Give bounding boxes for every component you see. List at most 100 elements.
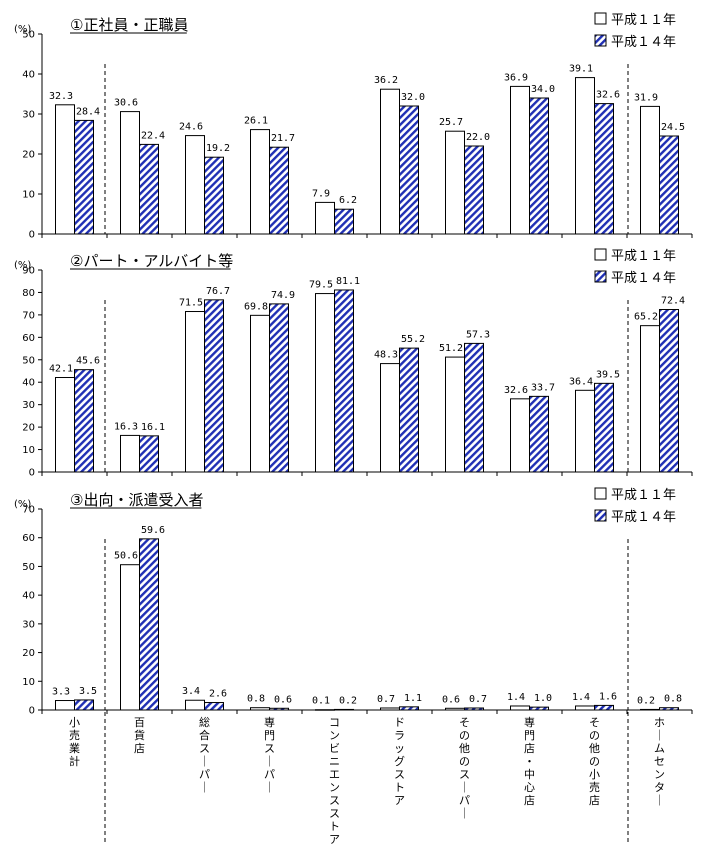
bar-h14: [529, 706, 549, 711]
data-label: 34.0: [531, 84, 555, 95]
data-label: 0.1: [312, 696, 330, 707]
bar-h14: [464, 707, 484, 711]
bar-h11: [445, 707, 465, 711]
y-tick-label: 0: [29, 468, 35, 479]
category-label: 総合ス｜パ｜: [199, 715, 210, 794]
panel-title: ①正社員・正職員: [70, 16, 188, 34]
panel-3: 0 10 20 30 40 50 60 70(%) 3.3 3.5 50.6 59.6 3.4 2.6 0.…: [14, 487, 693, 717]
panel-1: 0 10 20 30 40 50(%) 32.328.4 30.6 22.4 24.619.2 26…: [14, 12, 693, 241]
bar-h11: [250, 129, 270, 235]
bar-h11: [250, 314, 270, 473]
bar-h14: [334, 208, 354, 235]
bar-h11: [315, 293, 335, 473]
category-label: 専門ス｜パ｜: [264, 716, 275, 794]
legend-swatch-h11: [594, 248, 607, 261]
data-label: 36.4: [569, 376, 593, 387]
bar-h14: [269, 707, 289, 711]
data-label: 79.5: [309, 280, 333, 291]
bar-h11: [510, 705, 530, 711]
data-label: 3.3: [52, 687, 70, 698]
y-tick-label: 40: [22, 378, 35, 389]
bar-h14: [204, 299, 224, 473]
legend-swatch-h14: [594, 34, 607, 47]
data-label: 3.4: [182, 686, 200, 697]
data-label: 32.6: [596, 90, 620, 101]
data-label: 71.5: [179, 298, 203, 309]
bar-h14: [399, 347, 419, 473]
data-label: 24.5: [661, 122, 685, 133]
bar-h11: [380, 88, 400, 235]
panel-title: ②パート・アルバイト等: [70, 252, 233, 270]
data-label: 65.2: [634, 312, 658, 323]
bar-h14: [594, 382, 614, 473]
bar-h11: [120, 434, 140, 473]
data-label: 26.1: [244, 116, 268, 127]
data-label: 16.1: [141, 422, 165, 433]
data-label: 24.6: [179, 122, 203, 133]
category-label-group: ドラッグストア: [394, 716, 405, 807]
y-tick-label: 70: [22, 310, 35, 321]
y-tick-label: 50: [22, 562, 35, 573]
bar-h11: [185, 135, 205, 235]
unit-label: (%): [14, 24, 31, 35]
bar-h14: [659, 135, 679, 235]
bar-h14: [659, 707, 679, 711]
category-label-group: 専門店・中心店: [524, 716, 535, 807]
category-label: コンビニエンスストア: [329, 716, 340, 846]
y-tick-label: 20: [22, 648, 35, 659]
data-label: 31.9: [634, 92, 658, 103]
data-label: 59.6: [141, 525, 165, 536]
data-label: 1.0: [534, 693, 552, 704]
unit-label: (%): [14, 260, 31, 271]
y-tick-label: 10: [22, 190, 35, 201]
bar-h11: [575, 705, 595, 711]
data-label: 22.4: [141, 130, 165, 141]
data-label: 36.2: [374, 75, 398, 86]
data-label: 33.7: [531, 382, 555, 393]
data-label: 16.3: [114, 421, 138, 432]
bar-h14: [139, 538, 159, 711]
data-label: 2.6: [209, 689, 227, 700]
y-tick-label: 50: [22, 30, 35, 41]
data-label: 1.4: [507, 692, 525, 703]
data-label: 0.7: [377, 694, 395, 705]
data-label: 21.7: [271, 133, 295, 144]
data-label: 7.9: [312, 188, 330, 199]
bar-h11: [120, 111, 140, 235]
legend-label: 平成１１年: [611, 249, 676, 264]
legend-label: 平成１４年: [611, 510, 676, 525]
bar-h14: [74, 699, 94, 711]
data-label: 51.2: [439, 343, 463, 354]
y-tick-label: 80: [22, 288, 35, 299]
data-label: 45.6: [76, 356, 100, 367]
data-label: 42.1: [49, 364, 73, 375]
y-tick-label: 20: [22, 150, 35, 161]
bar-h11: [640, 105, 660, 235]
data-label: 30.6: [114, 98, 138, 109]
data-label: 32.6: [504, 385, 528, 396]
data-label: 25.7: [439, 117, 463, 128]
category-label-group: 小売業計: [69, 716, 80, 768]
bar-h11: [640, 325, 660, 473]
data-label: 48.3: [374, 350, 398, 361]
category-label: 専門店・中心店: [524, 716, 535, 807]
category-label-group: コンビニエンスストア: [329, 716, 340, 846]
y-tick-label: 60: [22, 333, 35, 344]
category-label: ホ｜ムセンタ｜: [654, 716, 665, 807]
legend-label: 平成１１年: [611, 13, 676, 28]
bar-h11: [510, 85, 530, 235]
data-label: 3.5: [79, 686, 97, 697]
data-label: 32.0: [401, 92, 425, 103]
y-tick-label: 30: [22, 110, 35, 121]
bar-h11: [315, 201, 335, 235]
y-tick-label: 0: [29, 706, 35, 717]
data-label: 28.4: [76, 106, 100, 117]
bar-h11: [250, 707, 270, 711]
data-label: 0.8: [664, 694, 682, 705]
category-label-group: 百貨店: [134, 716, 145, 755]
bar-h14: [204, 702, 224, 711]
data-label: 69.8: [244, 301, 268, 312]
bar-h14: [204, 156, 224, 235]
bar-h11: [445, 356, 465, 473]
